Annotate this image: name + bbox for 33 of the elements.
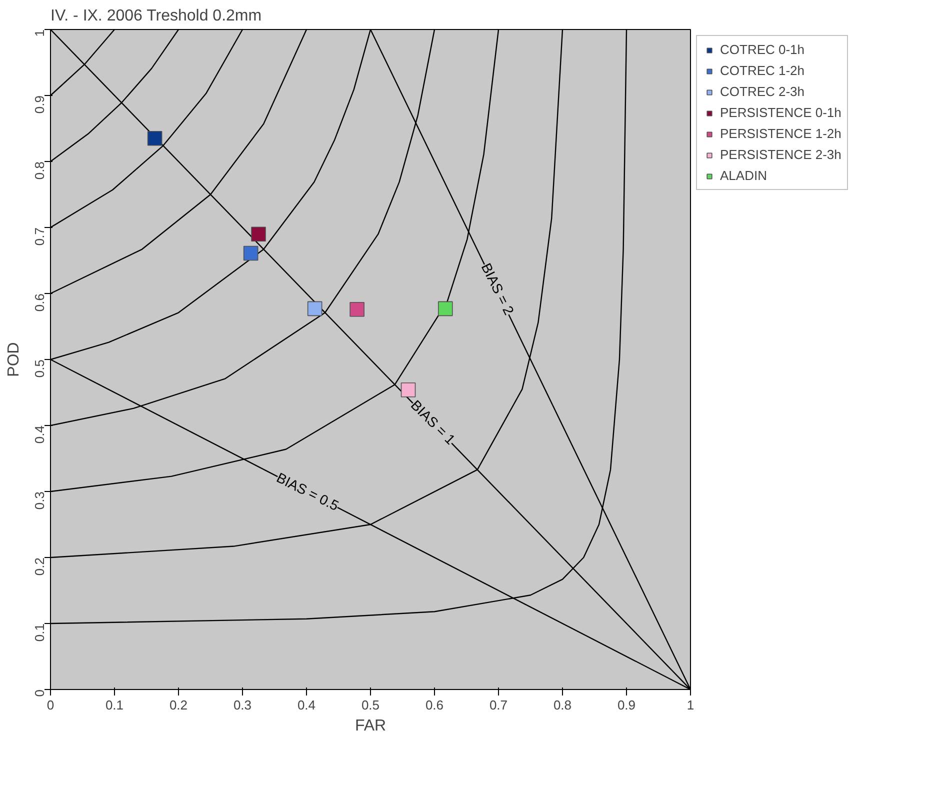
x-axis-title: FAR — [354, 718, 386, 734]
x-tick-label: 0.3 — [233, 698, 252, 712]
y-tick-label: 0.1 — [32, 623, 47, 642]
x-tick-label: 0.4 — [297, 698, 316, 712]
y-tick-label: 0.8 — [32, 161, 47, 180]
y-tick-label: 0.5 — [32, 359, 47, 378]
legend-label: COTREC 1-2h — [720, 63, 805, 78]
y-axis-title: POD — [6, 342, 22, 377]
y-tick-label: 0.4 — [32, 425, 47, 444]
x-tick-label: 0.2 — [169, 698, 188, 712]
y-tick-label: 1 — [32, 29, 47, 37]
x-tick-label: 0.1 — [105, 698, 124, 712]
x-tick-label: 0.7 — [489, 698, 508, 712]
y-tick-label: 0.7 — [32, 227, 47, 246]
x-tick-label: 0.9 — [617, 698, 636, 712]
legend-label: PERSISTENCE 1-2h — [720, 126, 842, 141]
x-tick-label: 0.5 — [361, 698, 380, 712]
annotation: BIAS = 2 — [478, 260, 518, 318]
y-tick-label: 0.6 — [32, 293, 47, 312]
chart-title: IV. - IX. 2006 Treshold 0.2mm — [50, 8, 262, 24]
x-tick-label: 0.6 — [425, 698, 444, 712]
annotation: BIAS = 0.5 — [274, 469, 342, 514]
y-tick-label: 0.9 — [32, 95, 47, 114]
y-tick-label: 0.2 — [32, 557, 47, 576]
x-tick-label: 0.8 — [553, 698, 572, 712]
legend-label: PERSISTENCE 0-1h — [720, 105, 842, 120]
legend-label: COTREC 0-1h — [720, 42, 805, 57]
legend-label: PERSISTENCE 2-3h — [720, 147, 842, 162]
x-tick-label: 1 — [686, 698, 694, 712]
legend-label: ALADIN — [720, 168, 767, 183]
legend-label: COTREC 2-3h — [720, 84, 805, 99]
y-tick-label: 0.3 — [32, 491, 47, 510]
y-tick-label: 0 — [32, 689, 47, 697]
